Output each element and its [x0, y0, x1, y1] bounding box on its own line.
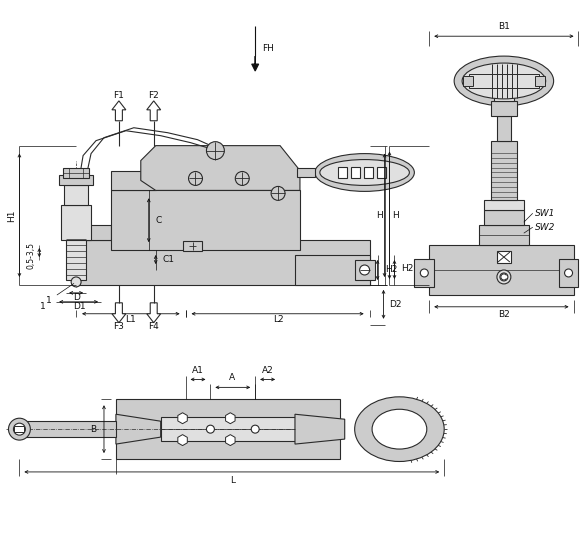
Text: A: A	[229, 373, 235, 382]
FancyArrow shape	[112, 303, 126, 323]
Polygon shape	[161, 417, 295, 441]
Bar	[535, 76, 545, 86]
Text: FH: FH	[262, 44, 274, 52]
Polygon shape	[111, 190, 300, 250]
Polygon shape	[76, 225, 111, 240]
Polygon shape	[59, 175, 93, 186]
Ellipse shape	[462, 63, 546, 99]
Ellipse shape	[372, 409, 427, 449]
Text: SW1: SW1	[535, 209, 555, 218]
Bar	[15, 426, 24, 432]
Polygon shape	[494, 81, 514, 101]
Text: F1: F1	[113, 91, 125, 101]
Text: D1: D1	[73, 302, 86, 311]
Bar	[463, 76, 473, 86]
Bar	[469, 74, 539, 88]
Polygon shape	[491, 101, 517, 116]
Text: H2: H2	[402, 264, 414, 273]
Bar	[364, 166, 372, 179]
Polygon shape	[226, 434, 235, 446]
Circle shape	[207, 425, 214, 433]
Bar	[497, 251, 511, 263]
Text: H2: H2	[385, 265, 398, 274]
Polygon shape	[116, 399, 340, 459]
Polygon shape	[354, 260, 375, 280]
FancyArrow shape	[251, 56, 258, 71]
Circle shape	[420, 269, 428, 277]
Polygon shape	[111, 171, 156, 190]
Text: L2: L2	[273, 315, 283, 324]
Polygon shape	[484, 210, 524, 225]
Bar	[377, 166, 385, 179]
Polygon shape	[66, 240, 86, 280]
Polygon shape	[297, 167, 315, 178]
Circle shape	[497, 270, 511, 284]
Text: A1: A1	[191, 366, 204, 375]
Text: L1: L1	[126, 315, 136, 324]
Text: B1: B1	[498, 22, 510, 30]
Text: 1: 1	[40, 302, 46, 311]
Polygon shape	[497, 116, 511, 141]
Circle shape	[565, 269, 573, 277]
Bar	[559, 259, 579, 287]
Polygon shape	[63, 167, 89, 179]
Text: H: H	[376, 211, 382, 220]
Circle shape	[9, 418, 30, 440]
Bar	[351, 166, 360, 179]
Text: C: C	[156, 216, 162, 225]
Circle shape	[13, 423, 26, 435]
Circle shape	[271, 186, 285, 200]
Ellipse shape	[315, 154, 414, 192]
Ellipse shape	[454, 56, 553, 106]
Circle shape	[500, 273, 508, 281]
Text: SW2: SW2	[535, 223, 555, 232]
Polygon shape	[64, 186, 88, 205]
Text: F4: F4	[148, 322, 159, 331]
FancyArrow shape	[147, 101, 161, 121]
Polygon shape	[479, 225, 529, 245]
Ellipse shape	[320, 159, 409, 186]
Text: B: B	[90, 425, 96, 434]
Polygon shape	[116, 414, 161, 444]
Polygon shape	[61, 205, 91, 240]
Polygon shape	[76, 240, 370, 285]
Polygon shape	[295, 414, 345, 444]
Text: F3: F3	[113, 322, 125, 331]
Polygon shape	[226, 412, 235, 424]
Ellipse shape	[354, 397, 444, 462]
Polygon shape	[178, 434, 187, 446]
Circle shape	[235, 172, 249, 186]
Polygon shape	[484, 200, 524, 210]
Text: C1: C1	[163, 255, 175, 264]
Text: L: L	[230, 476, 235, 485]
Polygon shape	[430, 245, 573, 295]
Polygon shape	[178, 412, 187, 424]
Circle shape	[360, 265, 370, 275]
Text: H1: H1	[7, 209, 16, 221]
Polygon shape	[295, 255, 370, 285]
FancyArrow shape	[112, 101, 126, 121]
Text: 1: 1	[47, 284, 74, 305]
Bar	[338, 166, 347, 179]
Text: A2: A2	[262, 366, 274, 375]
Bar	[414, 259, 434, 287]
Text: F2: F2	[148, 91, 159, 101]
Circle shape	[189, 172, 203, 186]
Circle shape	[71, 277, 81, 287]
Polygon shape	[141, 146, 300, 190]
Polygon shape	[19, 421, 116, 437]
Circle shape	[207, 142, 224, 159]
Bar	[183, 241, 203, 251]
Text: B2: B2	[498, 310, 510, 319]
Text: D2: D2	[389, 300, 402, 309]
Circle shape	[251, 425, 259, 433]
Polygon shape	[491, 141, 517, 200]
Text: 0,5-3,5: 0,5-3,5	[27, 242, 36, 269]
Text: H: H	[392, 211, 399, 220]
FancyArrow shape	[147, 303, 161, 323]
Text: D: D	[73, 293, 80, 302]
